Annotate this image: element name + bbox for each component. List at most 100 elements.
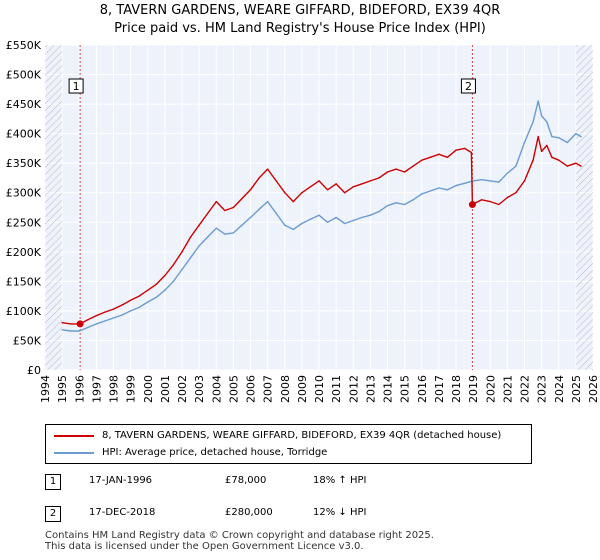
hpi-point bbox=[87, 326, 89, 329]
property-price-point bbox=[343, 192, 346, 194]
property-price-point bbox=[249, 189, 252, 191]
hpi-point bbox=[386, 205, 389, 207]
property-price-point bbox=[138, 295, 140, 297]
hpi-point bbox=[566, 141, 569, 144]
hpi-point bbox=[138, 306, 140, 309]
hpi-point bbox=[112, 317, 115, 319]
property-price-point bbox=[172, 264, 175, 266]
property-price-point bbox=[378, 177, 380, 179]
legend-label-property: 8, TAVERN GARDENS, WEARE GIFFARD, BIDEFO… bbox=[102, 430, 502, 441]
hpi-point bbox=[121, 314, 123, 316]
hpi-point bbox=[546, 121, 548, 123]
hpi-point bbox=[104, 320, 106, 322]
property-price-point bbox=[532, 159, 534, 161]
hpi-point bbox=[95, 323, 98, 325]
property-price-point bbox=[498, 203, 500, 206]
hpi-point bbox=[498, 181, 500, 183]
x-tick-label: 2026 bbox=[587, 375, 600, 403]
hpi-point bbox=[551, 135, 553, 138]
hpi-point bbox=[378, 210, 380, 213]
property-price-point bbox=[580, 165, 582, 167]
y-tick-label: £150K bbox=[6, 275, 42, 288]
x-tick-label: 2019 bbox=[467, 375, 480, 403]
hpi-point bbox=[540, 115, 543, 117]
property-price-point bbox=[155, 283, 158, 286]
hpi-point bbox=[232, 232, 235, 234]
sale-price: £280,000 bbox=[225, 507, 273, 518]
hpi-point bbox=[412, 199, 414, 201]
y-tick-label: £200K bbox=[6, 246, 42, 259]
sale-annotation-box bbox=[68, 78, 84, 94]
property-price-point bbox=[104, 311, 106, 313]
hpi-point bbox=[455, 184, 457, 187]
hpi-point bbox=[181, 268, 183, 271]
hpi-point bbox=[215, 227, 217, 229]
property-price-point bbox=[292, 200, 295, 203]
sale-date: 17-JAN-1996 bbox=[89, 475, 153, 486]
hpi-point bbox=[241, 224, 243, 226]
sale-row: 1 17-JAN-1996 £78,000 18% ↑ HPI bbox=[45, 474, 585, 492]
y-tick-label: £250K bbox=[6, 216, 42, 229]
y-tick-label: £500K bbox=[6, 69, 42, 82]
property-price-point bbox=[241, 197, 243, 200]
hpi-point bbox=[532, 121, 534, 123]
sale-point bbox=[468, 201, 476, 209]
hpi-point bbox=[326, 221, 329, 223]
sale-price: £78,000 bbox=[225, 475, 267, 486]
y-tick-label: £50K bbox=[13, 334, 42, 347]
x-tick-label: 2007 bbox=[262, 375, 275, 403]
y-tick-label: £400K bbox=[6, 128, 42, 141]
property-price-point bbox=[515, 192, 517, 194]
property-price-point bbox=[489, 200, 491, 203]
hpi-point bbox=[515, 165, 517, 167]
x-tick-label: 2023 bbox=[536, 375, 549, 403]
hpi-point bbox=[506, 172, 509, 174]
y-tick-label: £550K bbox=[6, 39, 42, 52]
legend-swatch-blue bbox=[54, 452, 94, 454]
hpi-point bbox=[309, 218, 312, 221]
hpi-point bbox=[224, 233, 226, 235]
property-price-point bbox=[164, 274, 166, 277]
property-price-point bbox=[258, 177, 260, 179]
hatched-region bbox=[575, 45, 593, 370]
hpi-point bbox=[61, 329, 63, 331]
property-price-point bbox=[206, 212, 209, 215]
hpi-point bbox=[198, 245, 200, 247]
property-price-point bbox=[352, 186, 354, 188]
footer-licence: This data is licensed under the Open Gov… bbox=[45, 541, 364, 552]
sale-number-badge: 2 bbox=[45, 506, 61, 522]
x-tick-label: 1994 bbox=[39, 375, 52, 403]
property-price-point bbox=[506, 196, 509, 199]
hpi-point bbox=[472, 180, 474, 182]
y-tick-label: £100K bbox=[6, 305, 42, 318]
property-price-point bbox=[386, 171, 389, 173]
hpi-point bbox=[523, 141, 526, 144]
x-tick-label: 2022 bbox=[519, 375, 532, 403]
sale-annotation-label: 2 bbox=[465, 80, 472, 93]
x-tick-label: 2024 bbox=[553, 375, 566, 403]
x-tick-label: 2017 bbox=[433, 375, 446, 403]
x-tick-label: 2013 bbox=[364, 375, 377, 403]
property-price-point bbox=[558, 159, 560, 161]
sale-number-badge: 1 bbox=[45, 474, 61, 490]
hpi-point bbox=[537, 100, 539, 102]
property-price-point bbox=[284, 192, 286, 194]
property-price-point bbox=[326, 189, 329, 191]
title-line-1: 8, TAVERN GARDENS, WEARE GIFFARD, BIDEFO… bbox=[99, 3, 501, 18]
property-price-point bbox=[198, 224, 200, 226]
sale-row: 2 17-DEC-2018 £280,000 12% ↓ HPI bbox=[45, 506, 585, 524]
property-price-point bbox=[480, 199, 483, 201]
property-price-point bbox=[129, 299, 132, 301]
property-price-point bbox=[112, 308, 115, 310]
x-tick-label: 2014 bbox=[382, 375, 395, 403]
hpi-point bbox=[395, 202, 397, 204]
x-tick-label: 2012 bbox=[347, 375, 360, 403]
hpi-point bbox=[164, 289, 166, 291]
hpi-point bbox=[147, 301, 149, 303]
hpi-point bbox=[69, 330, 72, 332]
hpi-point bbox=[343, 222, 346, 225]
property-price-point bbox=[412, 165, 414, 167]
hpi-point bbox=[249, 216, 252, 219]
x-tick-label: 2006 bbox=[245, 375, 258, 403]
x-tick-label: 1997 bbox=[90, 375, 103, 403]
